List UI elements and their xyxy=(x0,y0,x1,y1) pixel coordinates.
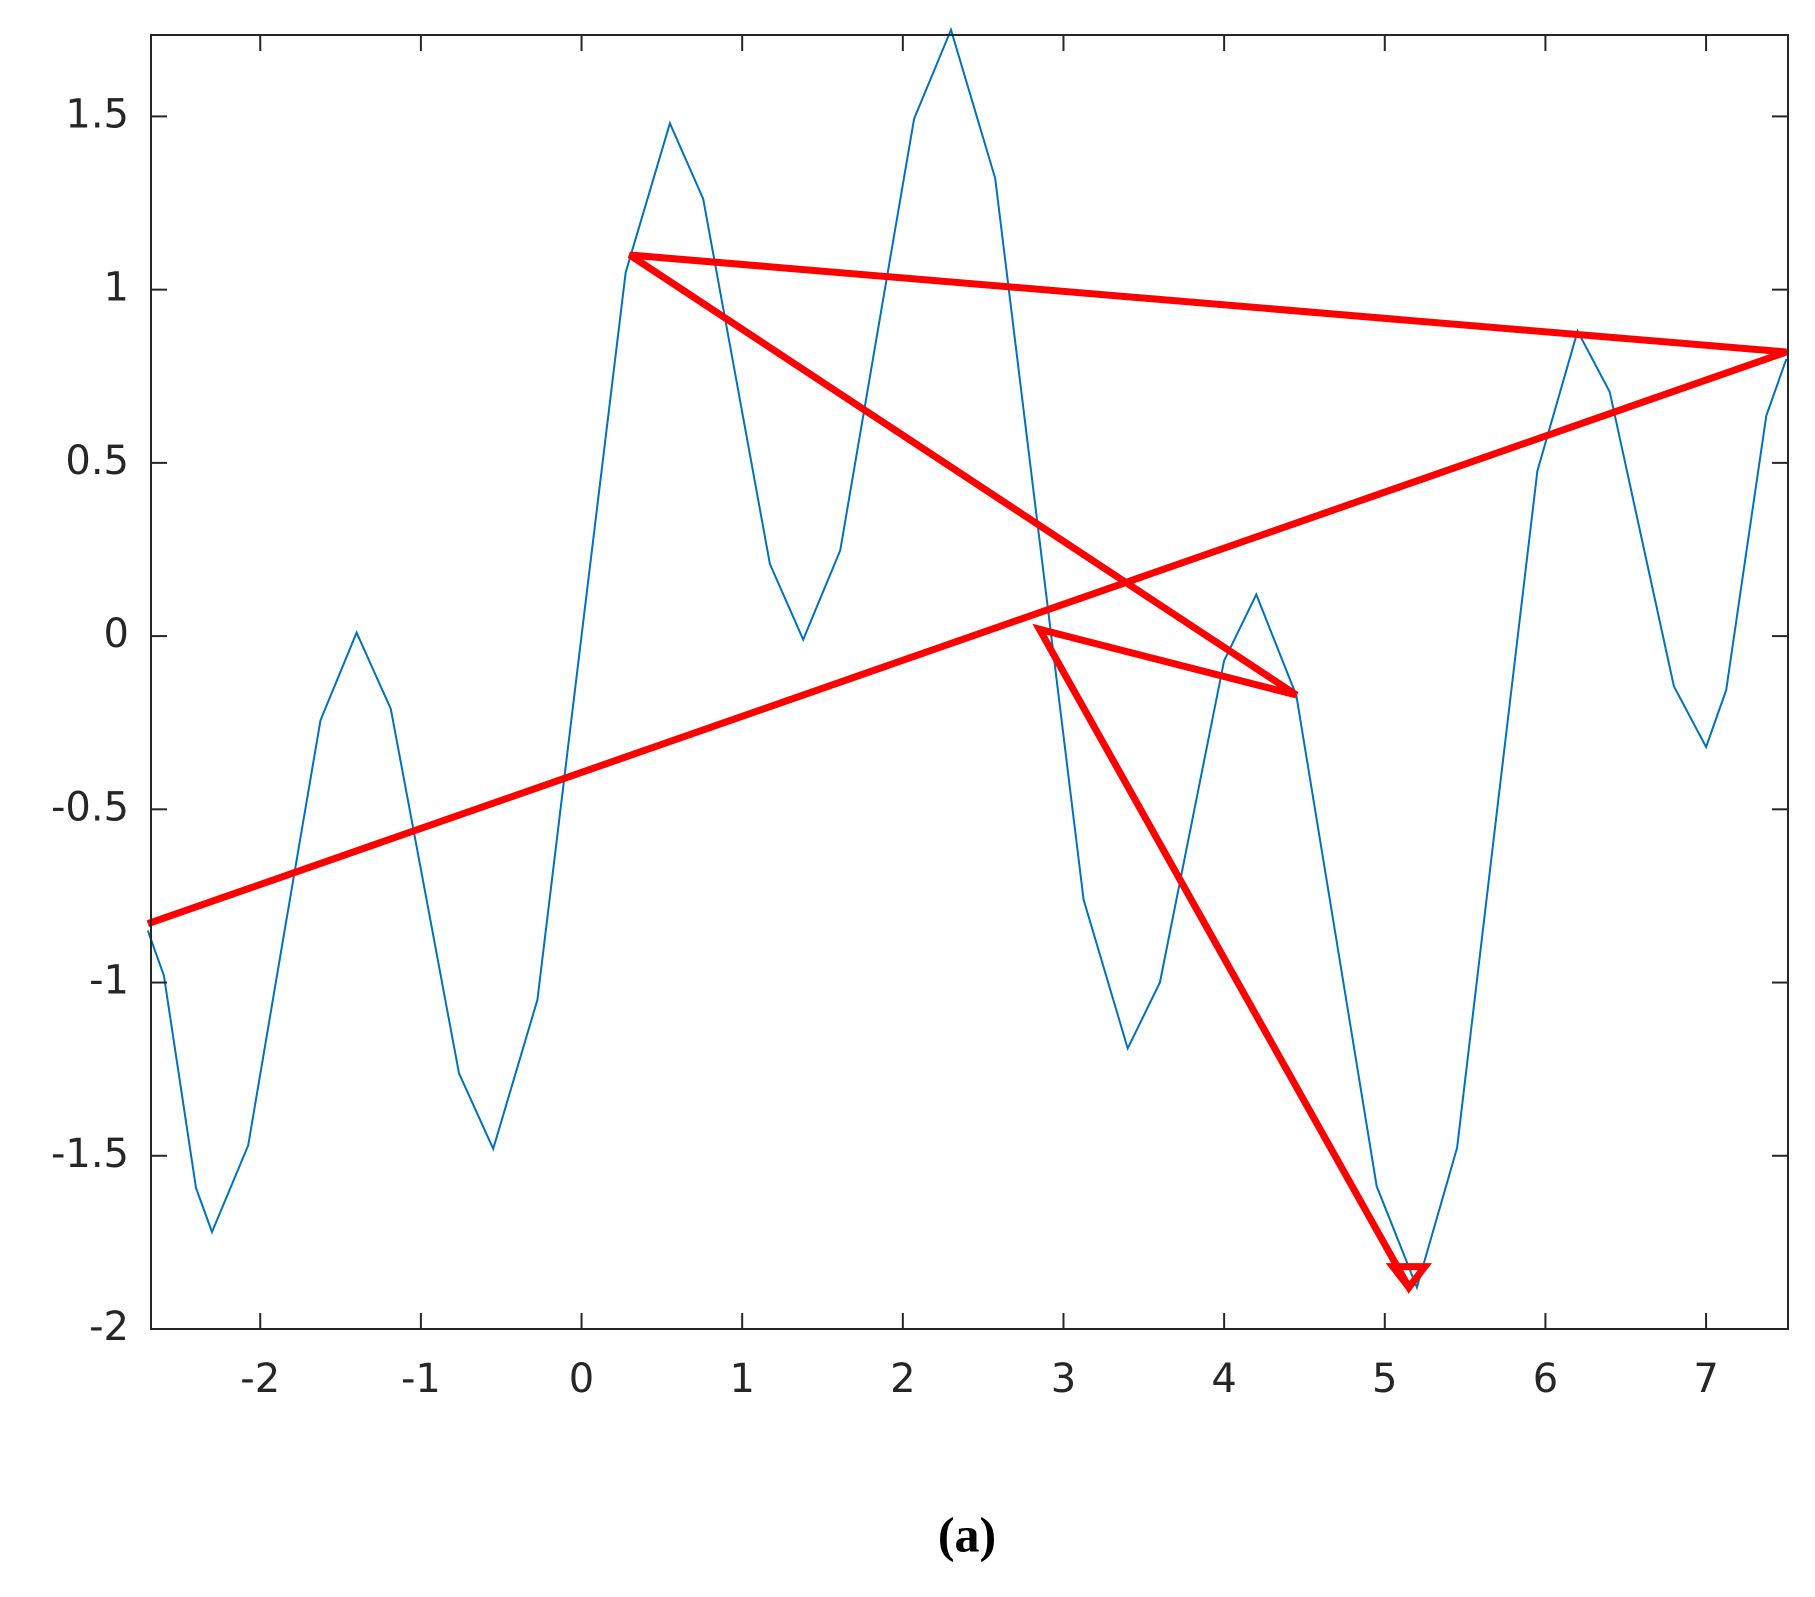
series-line xyxy=(146,26,1788,1291)
x-tick-label: 1 xyxy=(729,1356,754,1402)
y-tick-label: 1 xyxy=(104,265,129,311)
x-tick-label: 7 xyxy=(1693,1356,1718,1402)
x-tick-label: -1 xyxy=(401,1356,441,1402)
y-tick-label: -1.5 xyxy=(51,1131,129,1177)
x-tick-label: 2 xyxy=(890,1356,915,1402)
x-tick-label: 6 xyxy=(1533,1356,1558,1402)
caption: (a) xyxy=(938,1506,996,1562)
x-tick-label: 5 xyxy=(1372,1356,1397,1402)
plot-frame xyxy=(150,34,1789,1330)
y-tick-label: -0.5 xyxy=(51,784,129,830)
x-tick-label: -2 xyxy=(240,1356,280,1402)
series-line xyxy=(146,251,1788,1294)
x-tick-label: 4 xyxy=(1211,1356,1236,1402)
y-tick-label: 1.5 xyxy=(65,91,129,137)
y-tick-label: 0.5 xyxy=(65,438,129,484)
x-tick-label: 3 xyxy=(1051,1356,1076,1402)
y-tick-label: -2 xyxy=(89,1304,129,1350)
y-tick-label: -1 xyxy=(89,958,129,1004)
x-tick-label: 0 xyxy=(569,1356,594,1402)
y-tick-label: 0 xyxy=(104,611,129,657)
